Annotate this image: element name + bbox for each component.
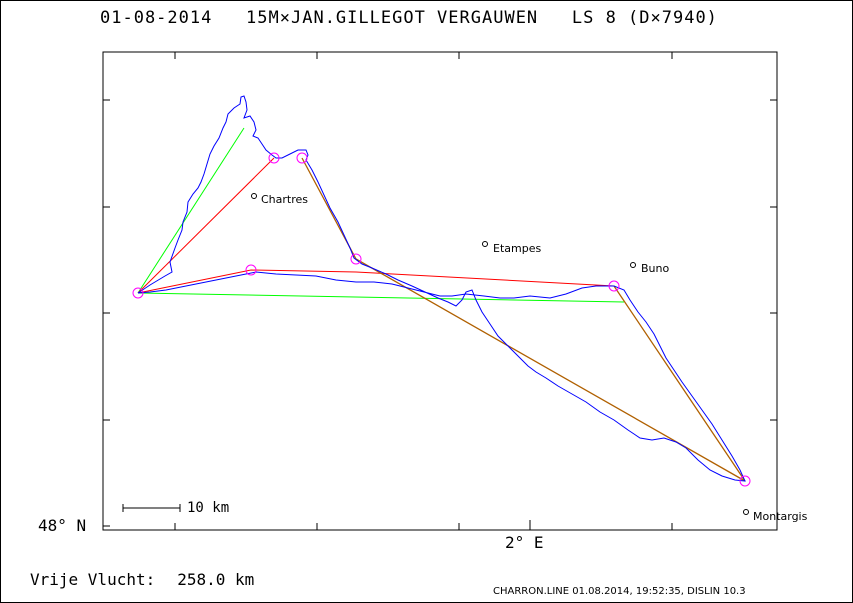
flight-title: 01-08-2014 15M×JAN.GILLEGOT VERGAUWEN LS… <box>100 8 718 28</box>
turnpoint-4 <box>245 264 257 276</box>
flight-distance: Vrije Vlucht: 258.0 km <box>30 570 254 589</box>
place-marker-buno <box>630 262 636 268</box>
place-markers <box>251 193 749 515</box>
turnpoints <box>132 152 751 487</box>
distance-label: Vrije Vlucht: <box>30 570 156 589</box>
place-marker-etampes <box>482 241 488 247</box>
place-label-chartres: Chartres <box>261 193 308 206</box>
turnpoint-6 <box>739 475 751 487</box>
x-ticks <box>174 52 673 530</box>
longitude-label: 2° E <box>505 533 544 552</box>
red-leg <box>137 157 275 294</box>
green-leg <box>137 127 245 294</box>
credit-line: CHARRON.LINE 01.08.2014, 19:52:35, DISLI… <box>493 586 746 597</box>
task-line <box>301 157 746 482</box>
plot-area <box>102 51 778 531</box>
turnpoint-2 <box>296 152 308 164</box>
distance-value: 258.0 km <box>177 570 255 589</box>
gps-track <box>137 95 746 482</box>
place-marker-montargis <box>743 509 749 515</box>
place-marker-chartres <box>251 193 257 199</box>
place-label-etampes: Etampes <box>493 242 541 255</box>
scale-bar <box>122 504 181 512</box>
turnpoint-start <box>132 287 144 299</box>
turnpoint-5 <box>608 280 620 292</box>
turnpoint-1 <box>268 152 280 164</box>
turnpoint-3 <box>350 253 362 265</box>
green-leg-2 <box>137 292 625 303</box>
place-label-montargis: Montargis <box>753 510 808 523</box>
latitude-label: 48° N <box>38 516 87 535</box>
red-leg-2 <box>137 269 615 294</box>
y-ticks <box>103 99 777 527</box>
place-label-buno: Buno <box>641 262 669 275</box>
scale-bar-label: 10 km <box>187 500 230 516</box>
